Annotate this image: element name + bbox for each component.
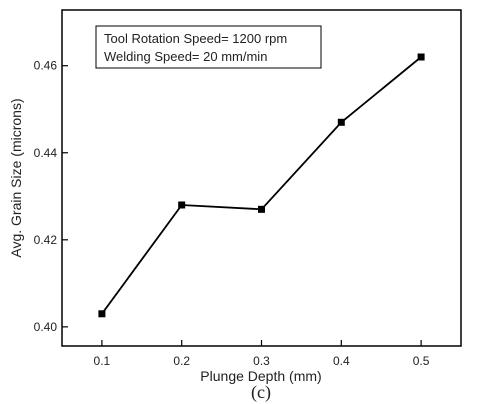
- data-point-marker: [98, 310, 106, 318]
- y-tick-label: 0.44: [34, 146, 58, 160]
- x-tick-label: 0.5: [413, 354, 430, 368]
- x-axis-ticks: 0.1 0.2 0.3 0.4 0.5: [94, 340, 430, 368]
- annotation-rotation-speed: Tool Rotation Speed= 1200 rpm: [104, 31, 287, 46]
- y-tick-label: 0.46: [34, 59, 58, 73]
- x-tick-label: 0.1: [94, 354, 111, 368]
- y-tick-label: 0.42: [34, 233, 58, 247]
- y-axis-ticks: 0.40 0.42 0.44 0.46: [34, 59, 68, 334]
- x-tick-label: 0.2: [173, 354, 190, 368]
- data-point-marker: [337, 118, 345, 126]
- x-tick-label: 0.3: [253, 354, 270, 368]
- series-group: [98, 53, 425, 318]
- y-tick-label: 0.40: [34, 320, 58, 334]
- data-point-marker: [178, 201, 186, 209]
- figure-caption: (c): [251, 382, 271, 403]
- data-point-marker: [417, 53, 425, 61]
- annotation-frame: [95, 25, 322, 69]
- x-tick-label: 0.4: [333, 354, 350, 368]
- y-axis-title: Avg. Grain Size (microns): [8, 98, 24, 257]
- data-point-marker: [258, 205, 265, 213]
- x-axis-title: Plunge Depth (mm): [200, 368, 321, 384]
- annotation-box: Tool Rotation Speed= 1200 rpm Welding Sp…: [95, 25, 322, 69]
- annotation-welding-speed: Welding Speed= 20 mm/min: [104, 49, 267, 64]
